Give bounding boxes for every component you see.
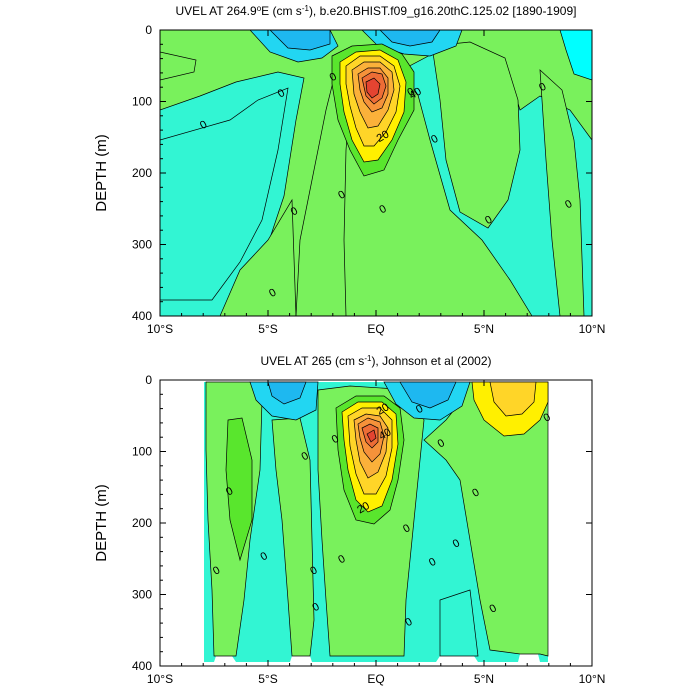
bot-fill-blue-2 xyxy=(267,381,307,405)
top-fill-cyan-corner xyxy=(559,30,592,81)
panel-top-x-axis: 10°S 5°S EQ 5°N 10°N xyxy=(147,30,605,336)
contour-label: 0 xyxy=(308,564,319,577)
contour-label: 0 xyxy=(414,403,425,416)
x-tick-label: 10°S xyxy=(147,322,173,336)
x-tick-label: EQ xyxy=(367,322,384,336)
y-tick-label: 300 xyxy=(132,588,152,602)
contour-label: 0 xyxy=(487,602,498,615)
y-tick-label: 100 xyxy=(132,95,152,109)
x-tick-label: 5°S xyxy=(258,322,277,336)
bot-fill-gold-east xyxy=(489,381,537,417)
top-fill-green-deep xyxy=(219,198,297,316)
contour-label: 0 xyxy=(563,198,574,211)
contour-label: 0 xyxy=(198,119,209,132)
contour-label: 0 xyxy=(336,553,347,566)
contour-label: 0 xyxy=(276,87,287,100)
contour-label: 0 xyxy=(224,485,235,498)
contour-label: 0 xyxy=(403,616,414,629)
y-tick-label: 100 xyxy=(132,445,152,459)
panel-bottom-contours xyxy=(204,381,549,662)
contour-label: 0 xyxy=(401,522,412,535)
contour-label: 0 xyxy=(300,450,311,463)
contour-label: 0 xyxy=(405,86,416,99)
panel-bottom-title: UVEL AT 265 (cm s-1), Johnson et al (200… xyxy=(260,354,491,369)
y-tick-label: 200 xyxy=(132,516,152,530)
contour-label: 20 xyxy=(355,500,372,517)
bot-fill-blue-4 xyxy=(399,381,457,409)
contour-label: 0 xyxy=(259,550,270,563)
x-tick-label: 10°S xyxy=(147,672,173,686)
x-tick-label: 10°N xyxy=(579,672,606,686)
bot-fill-green-dark xyxy=(225,417,253,562)
contour-label: 0 xyxy=(427,556,438,569)
contour-label: 0 xyxy=(310,601,321,614)
top-fill-blue-2 xyxy=(269,30,331,51)
contour-label: 40 xyxy=(377,426,394,443)
contour-label: 0 xyxy=(336,189,347,202)
contour-label: 0 xyxy=(483,214,494,227)
x-tick-label: 5°N xyxy=(474,322,494,336)
x-tick-label: EQ xyxy=(367,672,384,686)
panel-top-contours xyxy=(160,30,592,316)
contour-label: 0 xyxy=(429,133,440,146)
contour-label: 0 xyxy=(330,433,341,446)
top-fill-cyan-west xyxy=(160,87,289,301)
contour-label: 0 xyxy=(377,203,388,216)
contour-label: 0 xyxy=(436,437,447,450)
contour-label: 0 xyxy=(541,411,552,424)
contour-label: 0 xyxy=(211,564,222,577)
contour-label: 0 xyxy=(289,205,300,218)
contour-label: 40 xyxy=(407,86,424,103)
panel-top-contour-labels: 40 20 0 0 0 0 0 0 0 0 0 0 0 0 xyxy=(198,71,574,300)
contour-label: 0 xyxy=(537,81,548,94)
top-fill-green-fareast xyxy=(539,69,585,316)
y-tick-label: 400 xyxy=(132,309,152,323)
top-fill-green-corner xyxy=(160,51,197,81)
contour-label: 0 xyxy=(328,71,339,84)
panel-bottom: UVEL AT 265 (cm s-1), Johnson et al (200… xyxy=(93,354,605,687)
panel-top: UVEL AT 264.9oE (cm s-1), b.e20.BHIST.f0… xyxy=(93,4,605,337)
contour-label: 0 xyxy=(267,287,278,300)
panel-bottom-ylabel: DEPTH (m) xyxy=(93,484,110,562)
y-tick-label: 200 xyxy=(132,166,152,180)
top-fill-blue-4 xyxy=(379,30,441,47)
panel-top-title: UVEL AT 264.9oE (cm s-1), b.e20.BHIST.f0… xyxy=(176,4,577,19)
panel-top-ylabel: DEPTH (m) xyxy=(93,134,110,212)
top-euc-l7 xyxy=(365,77,381,99)
bot-euc-l7 xyxy=(366,429,377,443)
x-tick-label: 10°N xyxy=(579,322,606,336)
y-tick-label: 0 xyxy=(145,23,152,37)
contour-label: 20 xyxy=(375,128,392,145)
x-tick-label: 5°S xyxy=(258,672,277,686)
panel-bottom-x-axis: 10°S 5°S EQ 5°N 10°N xyxy=(147,380,605,686)
contour-label: 20 xyxy=(375,401,392,418)
contour-label: 0 xyxy=(451,537,462,550)
contour-label: 0 xyxy=(470,486,481,499)
y-tick-label: 400 xyxy=(132,659,152,673)
x-tick-label: 5°N xyxy=(474,672,494,686)
bot-fill-cyan-gap xyxy=(439,589,479,657)
y-tick-label: 0 xyxy=(145,373,152,387)
bot-fill-green-2 xyxy=(271,417,315,657)
y-tick-label: 300 xyxy=(132,238,152,252)
top-fill-green-east xyxy=(431,41,521,229)
